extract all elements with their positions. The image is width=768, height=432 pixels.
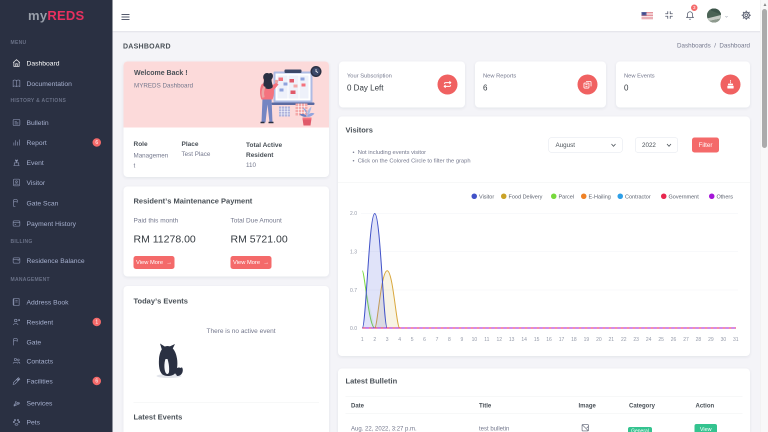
svg-text:1.3: 1.3 xyxy=(350,250,357,256)
svg-text:5: 5 xyxy=(411,337,414,343)
svg-text:2.0: 2.0 xyxy=(350,211,357,217)
svg-text:15: 15 xyxy=(534,337,540,343)
svg-text:11: 11 xyxy=(484,337,489,343)
svg-text:31: 31 xyxy=(733,337,739,343)
svg-text:29: 29 xyxy=(708,337,714,343)
svg-text:20: 20 xyxy=(596,337,602,343)
svg-text:28: 28 xyxy=(696,337,702,343)
svg-text:23: 23 xyxy=(633,337,639,343)
svg-text:9: 9 xyxy=(461,337,464,343)
svg-text:22: 22 xyxy=(621,337,627,343)
svg-text:27: 27 xyxy=(683,337,689,343)
svg-text:7: 7 xyxy=(436,337,439,343)
svg-text:2: 2 xyxy=(373,337,376,343)
svg-text:12: 12 xyxy=(496,337,502,343)
svg-text:8: 8 xyxy=(448,337,451,343)
svg-text:16: 16 xyxy=(546,337,552,343)
svg-text:30: 30 xyxy=(721,337,727,343)
svg-text:0.0: 0.0 xyxy=(350,326,357,332)
svg-text:13: 13 xyxy=(509,337,515,343)
svg-text:19: 19 xyxy=(584,337,590,343)
svg-text:21: 21 xyxy=(609,337,615,343)
svg-text:0.7: 0.7 xyxy=(350,288,357,294)
svg-text:26: 26 xyxy=(671,337,677,343)
svg-text:18: 18 xyxy=(571,337,577,343)
svg-text:25: 25 xyxy=(658,337,664,343)
svg-text:24: 24 xyxy=(646,337,652,343)
svg-text:10: 10 xyxy=(472,337,478,343)
svg-text:17: 17 xyxy=(559,337,565,343)
svg-text:4: 4 xyxy=(398,337,401,343)
svg-text:1: 1 xyxy=(361,337,364,343)
svg-text:14: 14 xyxy=(521,337,527,343)
svg-text:3: 3 xyxy=(386,337,389,343)
svg-text:6: 6 xyxy=(423,337,426,343)
